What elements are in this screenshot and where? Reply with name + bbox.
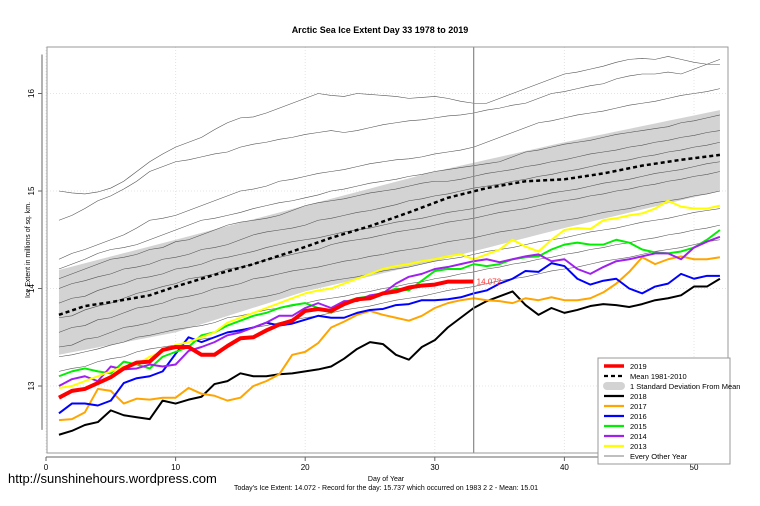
legend-label: 2019 <box>630 362 647 371</box>
legend-label: 2013 <box>630 442 647 451</box>
x-axis-label: Day of Year <box>368 476 405 483</box>
y-axis: 13 14 15 16 <box>27 54 43 430</box>
series-2016 <box>58 262 720 415</box>
year-line <box>58 130 720 280</box>
year-line <box>58 114 720 270</box>
series-2019 <box>58 279 474 400</box>
year-line <box>58 141 720 289</box>
legend-label: 2015 <box>630 422 647 431</box>
watermark-url: http://sunshinehours.wordpress.com <box>8 471 217 486</box>
mean-line <box>58 153 721 317</box>
x-tick-label: 0 <box>44 463 49 472</box>
legend-label: 2014 <box>630 432 647 441</box>
x-tick-label: 30 <box>430 463 439 472</box>
legend-swatch <box>603 382 625 390</box>
legend-label: 2016 <box>630 412 647 421</box>
year-line <box>58 161 720 304</box>
series-2018 <box>58 277 721 436</box>
year-line <box>58 190 720 333</box>
every-other-year-lines <box>58 56 721 372</box>
x-tick-label: 40 <box>560 463 569 472</box>
mean-1981-2010-line <box>58 153 721 317</box>
x-tick-label: 10 <box>171 463 180 472</box>
legend-label: Every Other Year <box>630 452 688 461</box>
plot-frame <box>46 46 729 454</box>
y-tick-label: 14 <box>27 284 36 293</box>
series-2017 <box>58 255 721 422</box>
y-tick-label: 15 <box>27 186 36 195</box>
chart-footer-stats: Today's Ice Extent: 14.072 - Record for … <box>234 485 538 492</box>
std-dev-band-area <box>58 110 720 355</box>
year-line <box>58 56 720 195</box>
legend-label: Mean 1981-2010 <box>630 372 687 381</box>
year-line <box>58 59 721 221</box>
year-line <box>58 208 720 348</box>
current-value-label: 14.072 <box>477 277 502 286</box>
series-2014 <box>58 235 721 387</box>
y-tick-label: 13 <box>27 381 36 390</box>
x-tick-label: 50 <box>690 463 699 472</box>
x-tick-label: 20 <box>301 463 310 472</box>
chart-title: Arctic Sea Ice Extent Day 33 1978 to 201… <box>292 25 469 35</box>
y-tick-label: 16 <box>27 89 36 98</box>
std-dev-band <box>58 110 720 355</box>
year-line <box>58 239 720 372</box>
legend-label: 2018 <box>630 392 647 401</box>
highlighted-years <box>58 199 721 436</box>
year-line <box>58 171 720 319</box>
y-axis-label: Ice Extent in millions of sq. km. <box>25 202 32 298</box>
legend-label: 2017 <box>630 402 647 411</box>
legend-label: 1 Standard Deviation From Mean <box>630 382 740 391</box>
year-line <box>58 88 720 260</box>
